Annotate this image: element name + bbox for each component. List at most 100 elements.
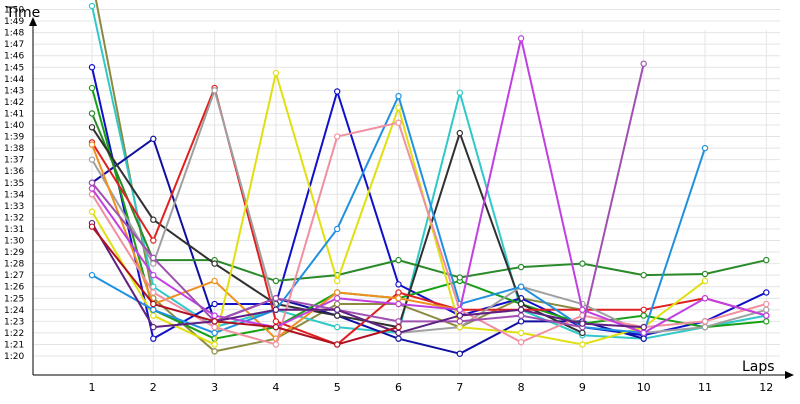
data-point bbox=[150, 300, 157, 308]
data-point bbox=[211, 277, 218, 285]
data-point bbox=[88, 185, 96, 192]
x-tick-label: 1 bbox=[89, 381, 96, 394]
data-point bbox=[395, 318, 402, 325]
data-point bbox=[640, 312, 647, 319]
data-point bbox=[640, 335, 647, 342]
data-point bbox=[334, 300, 341, 308]
series-lines bbox=[88, 0, 770, 357]
data-point bbox=[334, 323, 341, 331]
data-point bbox=[211, 341, 218, 348]
data-point bbox=[272, 277, 280, 285]
data-point bbox=[395, 300, 402, 308]
data-point bbox=[88, 84, 96, 92]
data-point bbox=[272, 295, 280, 302]
y-tick-label: 1:24 bbox=[4, 306, 24, 316]
data-point bbox=[517, 306, 525, 313]
data-point bbox=[456, 274, 463, 281]
data-point bbox=[150, 306, 157, 313]
data-point bbox=[211, 323, 218, 331]
y-tick-label: 1:46 bbox=[4, 52, 24, 62]
y-tick-label: 1:28 bbox=[4, 260, 24, 270]
data-point bbox=[456, 318, 463, 325]
data-point bbox=[334, 341, 341, 348]
series-line bbox=[152, 297, 583, 353]
y-tick-label: 1:27 bbox=[4, 271, 24, 281]
series-line bbox=[91, 37, 767, 334]
y-tick-label: 1:48 bbox=[4, 29, 24, 39]
data-point bbox=[334, 225, 341, 233]
series-line bbox=[91, 89, 767, 334]
data-point bbox=[272, 69, 280, 77]
data-point bbox=[701, 323, 709, 331]
y-tick-label: 1:39 bbox=[4, 133, 24, 143]
y-tick-label: 1:36 bbox=[4, 167, 24, 177]
data-point bbox=[640, 323, 647, 331]
data-point bbox=[395, 295, 402, 302]
y-tick-label: 1:32 bbox=[4, 213, 24, 223]
data-point bbox=[579, 329, 586, 337]
data-point bbox=[272, 341, 280, 348]
data-point bbox=[272, 323, 280, 331]
data-point bbox=[579, 306, 586, 313]
data-point bbox=[456, 89, 463, 96]
data-point bbox=[763, 256, 770, 264]
y-tick-label: 1:44 bbox=[4, 75, 24, 85]
data-point bbox=[272, 306, 280, 313]
data-point bbox=[701, 295, 709, 302]
data-point bbox=[763, 306, 770, 313]
data-point bbox=[150, 271, 157, 279]
axes bbox=[29, 17, 794, 379]
series-line bbox=[91, 87, 767, 346]
data-point bbox=[395, 281, 402, 288]
y-axis-arrow bbox=[29, 17, 37, 26]
y-tick-label: 1:23 bbox=[4, 317, 24, 327]
data-point bbox=[211, 300, 218, 308]
data-point bbox=[334, 277, 341, 285]
data-point bbox=[395, 323, 402, 331]
data-point bbox=[701, 318, 709, 325]
y-tick-label: 1:41 bbox=[4, 109, 24, 119]
y-tick-label: 1:35 bbox=[4, 179, 24, 189]
y-tick-label: 1:34 bbox=[4, 190, 24, 200]
data-point bbox=[395, 335, 402, 342]
data-point bbox=[517, 318, 525, 325]
y-tick-label: 1:50 bbox=[4, 6, 24, 16]
data-point bbox=[395, 92, 402, 100]
data-point bbox=[395, 289, 402, 296]
y-axis-title: Time bbox=[5, 5, 40, 21]
data-point bbox=[395, 119, 402, 126]
data-point bbox=[456, 323, 463, 331]
y-tick-label: 1:21 bbox=[4, 340, 24, 350]
y-tick-label: 1:29 bbox=[4, 248, 24, 258]
data-point bbox=[456, 350, 463, 357]
data-point bbox=[150, 216, 157, 223]
data-point bbox=[334, 306, 341, 313]
y-tick-label: 1:49 bbox=[4, 17, 24, 27]
data-point bbox=[763, 312, 770, 319]
data-point bbox=[88, 271, 96, 279]
y-tick-label: 1:33 bbox=[4, 202, 24, 212]
x-tick-label: 6 bbox=[395, 381, 402, 394]
x-tick-label: 4 bbox=[272, 381, 279, 394]
data-point bbox=[88, 156, 96, 163]
data-point bbox=[517, 300, 525, 308]
x-tick-label: 3 bbox=[211, 381, 218, 394]
data-point bbox=[640, 329, 647, 337]
data-point bbox=[150, 289, 157, 296]
data-point bbox=[211, 318, 218, 325]
x-tick-label: 11 bbox=[698, 381, 712, 394]
series-line bbox=[91, 63, 645, 329]
data-point bbox=[395, 256, 402, 264]
data-point bbox=[334, 289, 341, 296]
x-tick-label: 9 bbox=[579, 381, 586, 394]
data-point bbox=[579, 341, 586, 348]
x-tick-label: 10 bbox=[637, 381, 651, 394]
data-point bbox=[456, 306, 463, 313]
data-point bbox=[334, 295, 341, 302]
data-point bbox=[456, 312, 463, 319]
data-point bbox=[211, 312, 218, 319]
y-tick-labels: 1:20 1:211:22 1:231:24 1:251:26 1:271:28 1:29… bbox=[4, 6, 24, 363]
data-point bbox=[517, 263, 525, 271]
data-point bbox=[517, 35, 525, 42]
